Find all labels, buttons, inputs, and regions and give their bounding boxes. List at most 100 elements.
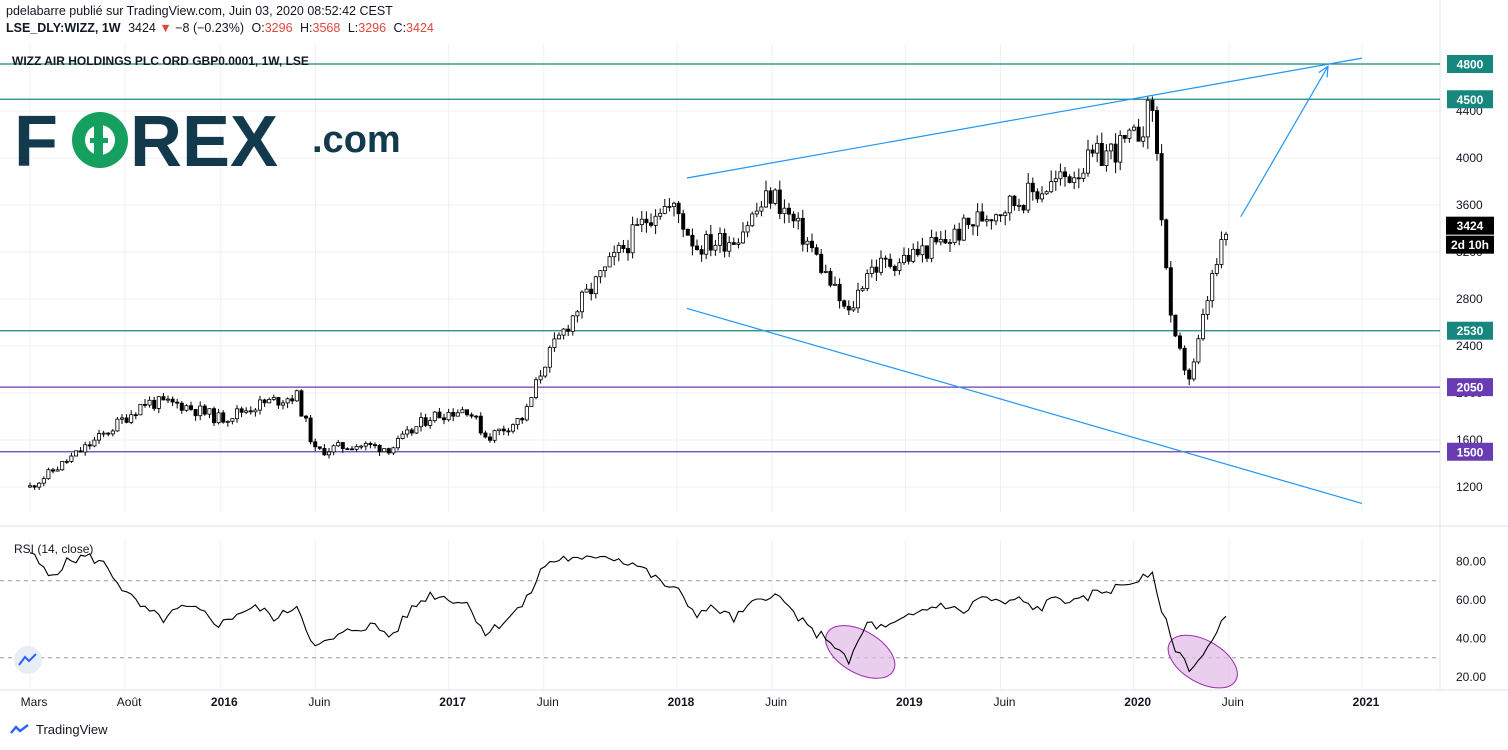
candle-body [184,405,189,411]
candle-body [971,224,976,227]
candle-body [1076,177,1081,180]
candle-body [1132,126,1137,131]
tradingview-logo-icon [10,723,29,734]
candle-body [64,460,69,463]
candle-body [1035,191,1040,200]
candle-body [1113,143,1118,163]
candle-body [428,420,433,426]
candle-body [313,441,318,448]
candle-body [1072,177,1077,183]
candle-body [92,439,97,447]
candle-body [773,189,778,204]
rsi-tick-label: 40.00 [1456,632,1486,646]
candle-body [621,244,626,249]
low-label: L: [347,21,359,35]
candle-body [759,206,764,212]
x-tick-label: Août [117,695,142,709]
candle-body [239,408,244,413]
x-tick-label: 2016 [211,695,238,709]
x-tick-label: Juin [1222,695,1244,709]
candle-body [920,245,925,256]
y-tick-label: 2400 [1456,339,1483,353]
candle-body [497,428,502,432]
candle-body [915,248,920,256]
candle-body [395,438,400,449]
tradingview-badge-icon[interactable] [14,646,42,674]
candle-body [175,401,180,404]
candle-body [819,253,824,273]
candle-body [83,444,88,453]
candle-body [437,411,442,419]
candle-body [814,247,819,255]
candle-body [474,415,479,418]
candle-body [869,266,874,274]
candle-body [156,396,161,409]
level-tag-text: 1500 [1457,445,1484,459]
candle-body [722,232,727,252]
trendline [686,307,1363,505]
candle-body [690,234,695,247]
candle-body [768,190,773,204]
candle-body [267,398,272,404]
candle-body [418,417,423,428]
candle-body [644,218,649,224]
candle-body [423,417,428,426]
candle-body [704,234,709,255]
candle-body [681,213,686,230]
candle-body [584,288,589,293]
candle-body [718,232,723,246]
candle-body [193,409,198,417]
candle-body [78,450,83,453]
candle-body [699,249,704,255]
candle-body [1214,264,1219,274]
candle-body [207,408,212,415]
candle-body [552,338,557,348]
candle-body [685,228,690,236]
rsi-highlights [825,625,1238,689]
horizontal-levels [0,63,1440,453]
candle-body [1159,153,1164,221]
candle-body [179,402,184,411]
rsi-oversold-highlight [1167,634,1238,689]
candle-body [856,289,861,309]
open-label: O: [251,21,265,35]
candle-body [630,224,635,254]
candle-body [221,412,226,423]
candle-body [1205,300,1210,315]
candle-body [234,408,239,420]
candle-body [1104,150,1109,166]
candle-body [1141,136,1146,142]
level-tag-4500 [1447,90,1493,109]
high-value: 3568 [312,21,341,35]
logo-rex: REX [130,102,278,182]
level-tag-1500 [1447,442,1493,461]
candle-body [575,311,580,317]
level-tag-text: 4500 [1457,93,1484,107]
candle-body [902,254,907,264]
candle-body [782,207,787,215]
candle-body [382,448,387,453]
high-label: H: [300,21,313,35]
candle-body [810,240,815,249]
candle-body [708,234,713,251]
x-tick-label: Juin [993,695,1015,709]
footer-brand[interactable]: TradingView [10,722,108,737]
candle-body [280,402,285,406]
candle-body [405,429,410,435]
rsi-series [29,552,1227,673]
candle-body [27,485,32,488]
candle-body [492,430,497,441]
candle-body [906,254,911,262]
logo-dotcom: .com [312,119,401,161]
candle-body [60,460,65,471]
candle-body [534,379,539,398]
candle-body [124,417,129,423]
trendlines [686,57,1363,505]
candle-body [727,242,732,252]
candle-body [860,288,865,291]
candle-body [1095,142,1100,154]
last-price-text: 3424 [1457,219,1484,233]
candle-body [593,276,598,295]
candle-body [1017,204,1022,207]
